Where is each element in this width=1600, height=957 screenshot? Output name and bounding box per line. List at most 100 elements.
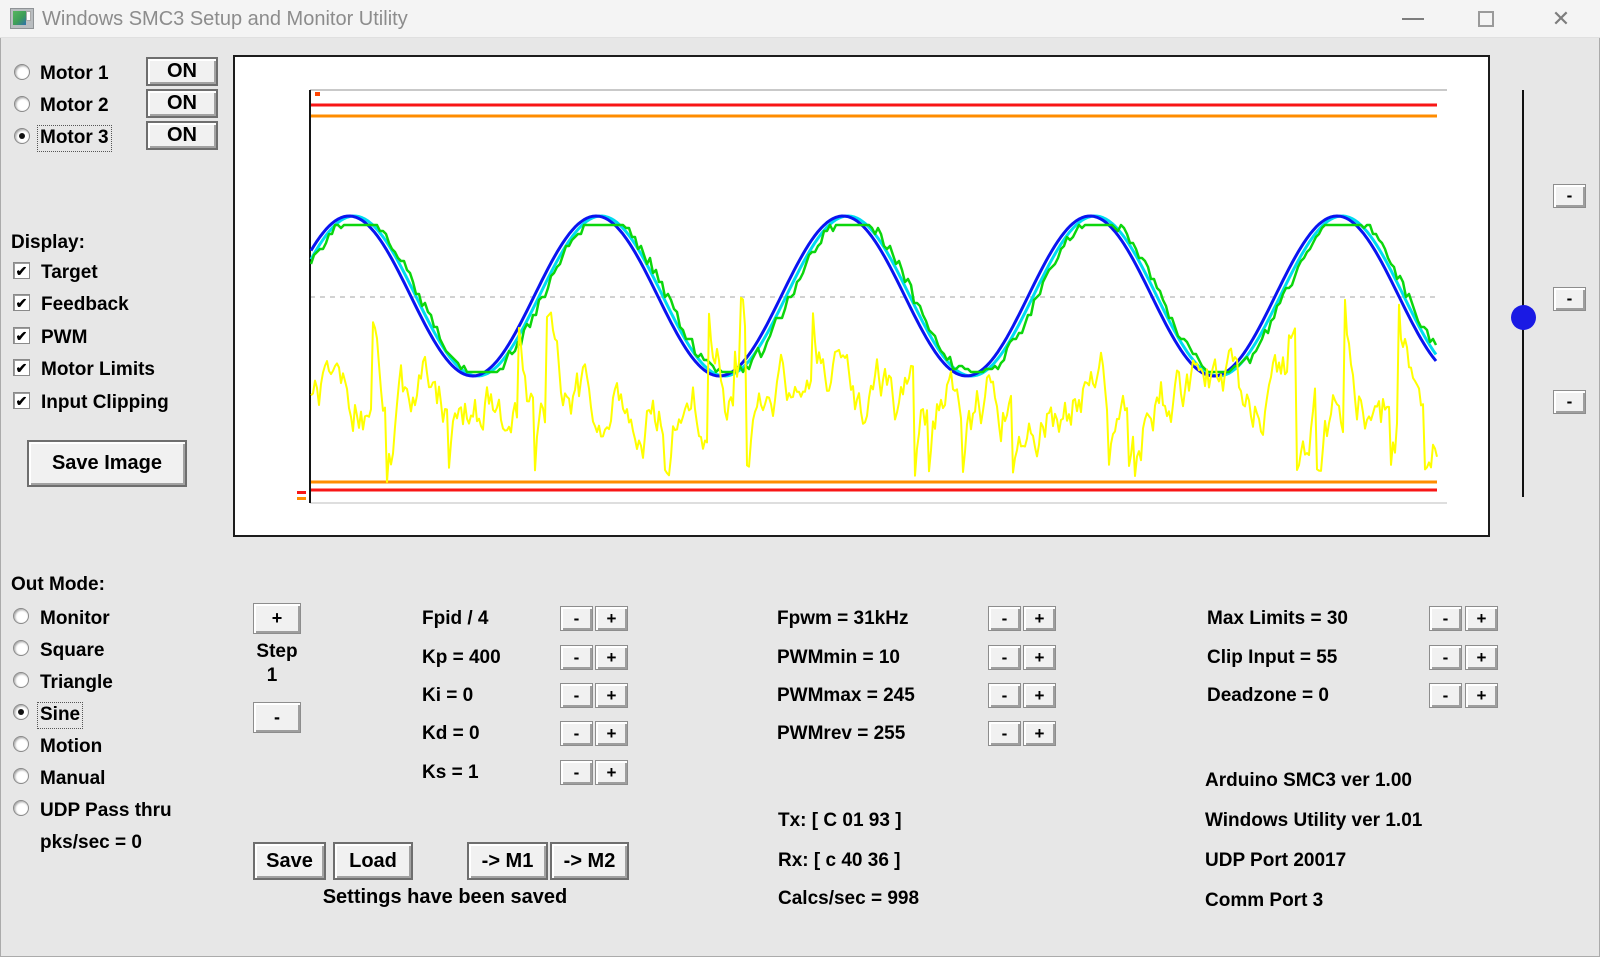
motor-3-on-button[interactable]: ON: [146, 121, 218, 150]
arduino-version: Arduino SMC3 ver 1.00: [1205, 771, 1412, 792]
pwmrev-label: PWMrev = 255: [777, 724, 905, 745]
kp-label: Kp = 400: [422, 648, 501, 669]
check-icon: ✔: [16, 329, 28, 343]
app-icon-panel: [26, 11, 31, 21]
scale-slider-knob[interactable]: [1511, 305, 1536, 330]
out-mode-triangle-radio[interactable]: [13, 672, 29, 688]
comm-port: Comm Port 3: [1205, 891, 1323, 912]
motor-1-on-button[interactable]: ON: [146, 57, 218, 86]
ks-label: Ks = 1: [422, 763, 479, 784]
clip-input-minus-button[interactable]: -: [1429, 645, 1462, 670]
check-icon: ✔: [16, 296, 28, 310]
max-limits-label: Max Limits = 30: [1207, 609, 1348, 630]
motor-3-radio[interactable]: [14, 128, 30, 144]
fpwm-plus-button[interactable]: +: [1023, 606, 1056, 631]
out-mode-square-radio[interactable]: [13, 640, 29, 656]
save-image-button[interactable]: Save Image: [27, 440, 187, 487]
ki-plus-button[interactable]: +: [595, 683, 628, 708]
maximize-icon: [1478, 11, 1494, 27]
scale-middle-minus-button[interactable]: -: [1553, 287, 1586, 311]
motor-limits-checkbox-label: Motor Limits: [41, 360, 155, 381]
close-button[interactable]: ✕: [1538, 0, 1584, 38]
step-label: Step: [253, 642, 301, 663]
chart-canvas: [235, 57, 1488, 535]
fpid-plus-button[interactable]: +: [595, 606, 628, 631]
deadzone-plus-button[interactable]: +: [1465, 683, 1498, 708]
app-icon: [10, 8, 34, 29]
feedback-checkbox-label: Feedback: [41, 295, 129, 316]
out-mode-sine-radio[interactable]: [13, 704, 29, 720]
step-value: 1: [253, 666, 291, 687]
motor-2-radio[interactable]: [14, 96, 30, 112]
target-checkbox-label: Target: [41, 263, 98, 284]
load-button[interactable]: Load: [333, 842, 413, 880]
pwmmin-minus-button[interactable]: -: [988, 645, 1021, 670]
clip-input-label: Clip Input = 55: [1207, 648, 1337, 669]
feedback-checkbox[interactable]: ✔: [13, 294, 30, 311]
motor-3-label: Motor 3: [40, 128, 109, 149]
pwmrev-plus-button[interactable]: +: [1023, 721, 1056, 746]
check-icon: ✔: [16, 361, 28, 375]
pwmmax-minus-button[interactable]: -: [988, 683, 1021, 708]
kd-plus-button[interactable]: +: [595, 721, 628, 746]
out-mode-heading: Out Mode:: [11, 575, 105, 596]
ks-minus-button[interactable]: -: [560, 760, 593, 785]
out-mode-monitor-label: Monitor: [40, 609, 110, 630]
minimize-icon: [1402, 18, 1424, 20]
ki-label: Ki = 0: [422, 686, 473, 707]
maximize-button[interactable]: [1463, 0, 1509, 38]
fpwm-minus-button[interactable]: -: [988, 606, 1021, 631]
motor-1-radio[interactable]: [14, 64, 30, 80]
pwm-checkbox-label: PWM: [41, 328, 87, 349]
out-mode-manual-label: Manual: [40, 769, 105, 790]
input-clipping-checkbox[interactable]: ✔: [13, 392, 30, 409]
max-limits-minus-button[interactable]: -: [1429, 606, 1462, 631]
scale-upper-minus-button[interactable]: -: [1553, 184, 1586, 208]
title-bar: Windows SMC3 Setup and Monitor Utility ✕: [0, 0, 1600, 38]
pwmrev-minus-button[interactable]: -: [988, 721, 1021, 746]
scale-slider-track[interactable]: [1522, 90, 1524, 497]
out-mode-monitor-radio[interactable]: [13, 608, 29, 624]
check-icon: ✔: [16, 394, 28, 408]
input-clipping-checkbox-label: Input Clipping: [41, 393, 169, 414]
out-mode-manual-radio[interactable]: [13, 768, 29, 784]
motor-limits-checkbox[interactable]: ✔: [13, 359, 30, 376]
settings-status-text: Settings have been saved: [300, 886, 590, 909]
check-icon: ✔: [16, 264, 28, 278]
kp-plus-button[interactable]: +: [595, 645, 628, 670]
out-mode-motion-radio[interactable]: [13, 736, 29, 752]
pwmmin-plus-button[interactable]: +: [1023, 645, 1056, 670]
clip-input-plus-button[interactable]: +: [1465, 645, 1498, 670]
fpid-label: Fpid / 4: [422, 609, 489, 630]
fpid-minus-button[interactable]: -: [560, 606, 593, 631]
out-mode-square-label: Square: [40, 641, 104, 662]
close-icon: ✕: [1552, 8, 1570, 30]
motor-2-on-button[interactable]: ON: [146, 89, 218, 118]
pwm-checkbox[interactable]: ✔: [13, 327, 30, 344]
scale-lower-minus-button[interactable]: -: [1553, 390, 1586, 414]
tx-status: Tx: [ C 01 93 ]: [778, 811, 902, 832]
step-plus-button[interactable]: +: [253, 603, 301, 634]
chart-panel: [233, 55, 1490, 537]
ks-plus-button[interactable]: +: [595, 760, 628, 785]
deadzone-minus-button[interactable]: -: [1429, 683, 1462, 708]
send-m2-button[interactable]: -> M2: [550, 842, 629, 880]
ki-minus-button[interactable]: -: [560, 683, 593, 708]
pwmmax-plus-button[interactable]: +: [1023, 683, 1056, 708]
kp-minus-button[interactable]: -: [560, 645, 593, 670]
kd-minus-button[interactable]: -: [560, 721, 593, 746]
max-limits-plus-button[interactable]: +: [1465, 606, 1498, 631]
out-mode-sine-label: Sine: [40, 705, 80, 726]
calcs-per-sec: Calcs/sec = 998: [778, 889, 919, 910]
step-minus-button[interactable]: -: [253, 702, 301, 733]
deadzone-label: Deadzone = 0: [1207, 686, 1329, 707]
pwmmin-label: PWMmin = 10: [777, 648, 900, 669]
display-heading: Display:: [11, 233, 85, 254]
target-checkbox[interactable]: ✔: [13, 262, 30, 279]
utility-version: Windows Utility ver 1.01: [1205, 811, 1422, 832]
out-mode-udp-radio[interactable]: [13, 800, 29, 816]
minimize-button[interactable]: [1390, 0, 1436, 38]
pwmmax-label: PWMmax = 245: [777, 686, 915, 707]
save-button[interactable]: Save: [253, 842, 326, 880]
send-m1-button[interactable]: -> M1: [467, 842, 548, 880]
